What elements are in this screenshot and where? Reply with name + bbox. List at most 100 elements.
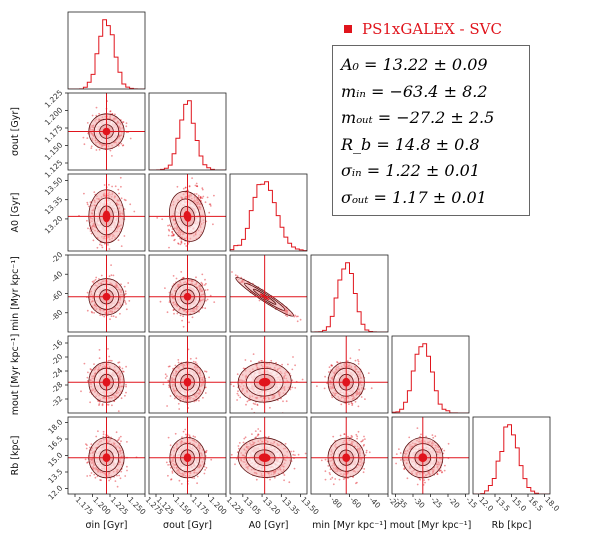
sample-point [122, 121, 125, 123]
panel-frame [148, 254, 227, 333]
sample-point [107, 403, 110, 406]
panel-frame [67, 11, 146, 90]
sample-point [188, 185, 191, 187]
sample-point [188, 185, 191, 188]
sample-point [201, 273, 204, 276]
sample-point [86, 376, 89, 379]
sample-point [125, 125, 128, 128]
sample-point [93, 363, 95, 365]
sample-point [176, 185, 179, 188]
sample-point [101, 246, 104, 249]
sample-point [164, 373, 167, 376]
sample-point [166, 311, 169, 314]
sample-point [124, 394, 126, 397]
sample-point [111, 155, 113, 157]
sample-point [180, 241, 183, 244]
sample-point [299, 318, 302, 321]
sample-point [202, 396, 204, 399]
sample-point [189, 357, 192, 360]
sample-point [162, 383, 165, 386]
sample-point [199, 195, 202, 198]
panel-sigma_out-m_in [148, 254, 227, 333]
sample-point [181, 319, 184, 322]
sample-point [90, 145, 93, 148]
sample-point [201, 283, 204, 285]
sample-point [197, 196, 200, 199]
panel-A0-m_in [229, 254, 308, 333]
sample-point [182, 325, 185, 328]
panel-sigma_out-sigma_out [148, 92, 227, 171]
sample-point [89, 201, 92, 204]
sample-point [204, 307, 207, 310]
sample-point [100, 244, 103, 247]
sample-point [112, 315, 115, 318]
sample-point [195, 276, 197, 279]
sample-point [90, 310, 93, 313]
sample-point [188, 241, 191, 244]
sample-point [95, 114, 98, 117]
panel-content [68, 174, 145, 251]
sample-point [168, 229, 171, 232]
sample-point [181, 277, 184, 279]
sample-point [173, 397, 176, 400]
sample-point [125, 391, 127, 394]
sample-point [99, 314, 102, 316]
sample-point [110, 264, 112, 266]
sample-point [201, 284, 204, 287]
sample-point [98, 112, 100, 115]
sample-point [125, 385, 127, 388]
sample-point [179, 243, 182, 246]
sample-point [195, 193, 198, 195]
sample-point [118, 361, 121, 364]
sample-point [110, 359, 113, 362]
sample-point [174, 238, 176, 241]
sample-point [121, 144, 124, 147]
sample-point [168, 224, 171, 227]
sample-point [86, 309, 89, 312]
sample-point [182, 187, 185, 190]
sample-point [293, 315, 296, 318]
sample-point [90, 232, 93, 235]
sample-point [284, 314, 287, 316]
sample-point [129, 203, 132, 206]
sample-point [171, 234, 174, 237]
sample-point [101, 403, 104, 406]
sample-point [125, 383, 127, 386]
sample-point [231, 271, 233, 273]
sample-point [167, 234, 170, 237]
panel-content [149, 100, 226, 170]
sample-point [173, 312, 175, 315]
sample-point [91, 311, 94, 314]
sample-point [128, 300, 131, 302]
sample-point [120, 185, 122, 188]
sample-point [296, 320, 299, 323]
sample-point [121, 121, 124, 124]
sample-point [204, 386, 207, 389]
sample-point [177, 359, 180, 361]
sample-point [171, 231, 174, 234]
sample-point [172, 275, 175, 277]
sample-point [89, 230, 92, 232]
sample-point [194, 184, 197, 187]
sample-point [194, 361, 197, 364]
sample-point [192, 360, 195, 363]
sample-point [110, 315, 113, 318]
histogram-A0 [230, 181, 307, 251]
sample-point [107, 348, 109, 350]
sample-point [95, 149, 98, 151]
sample-point [111, 185, 113, 188]
sample-point [206, 298, 209, 301]
sample-point [119, 176, 122, 179]
sample-point [197, 194, 200, 197]
sample-point [90, 147, 93, 150]
sample-point [124, 292, 127, 295]
panel-sigma_in-sigma_out [67, 92, 146, 171]
sample-point [117, 239, 120, 242]
sample-point [114, 185, 117, 188]
sample-point [167, 228, 170, 231]
sample-point [82, 136, 85, 139]
sample-point [208, 376, 211, 379]
sample-point [203, 284, 206, 286]
histogram-m_in [311, 262, 388, 332]
sample-point [180, 271, 183, 273]
